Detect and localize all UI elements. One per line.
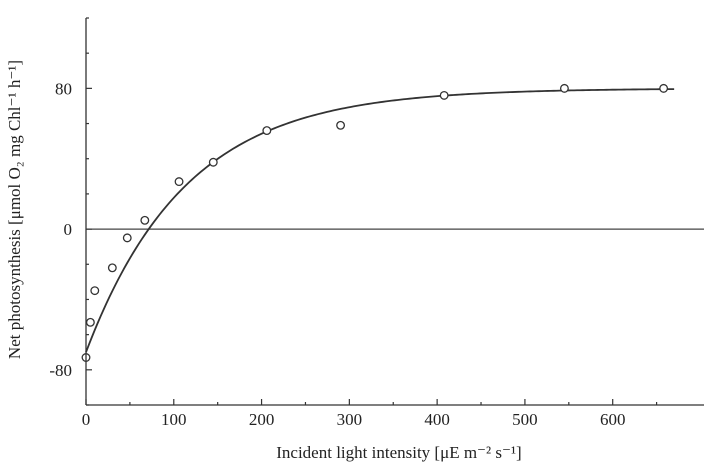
axes: 0 100 200 300 400 500 600 -80 0 80 <box>49 17 704 429</box>
data-point <box>659 83 669 93</box>
x-tick-label: 0 <box>82 410 91 429</box>
x-tick-label: 200 <box>249 410 275 429</box>
data-point <box>174 177 184 187</box>
data-points <box>81 83 669 362</box>
plot-area <box>81 83 704 362</box>
data-point <box>336 120 346 130</box>
data-point <box>262 126 272 136</box>
fitted-curve <box>85 88 675 353</box>
x-tick-label: 400 <box>424 410 450 429</box>
y-axis-title: Net photosynthesis [μmol O₂ mg Chl⁻¹ h⁻¹… <box>5 60 24 359</box>
x-axis-ticks: 0 100 200 300 400 500 600 <box>82 399 658 429</box>
data-point <box>140 215 150 225</box>
x-tick-label: 100 <box>161 410 187 429</box>
data-point <box>559 83 569 93</box>
y-tick-label: -80 <box>49 361 72 380</box>
x-tick-label: 500 <box>512 410 538 429</box>
y-tick-label: 0 <box>64 220 73 239</box>
data-point <box>208 157 218 167</box>
data-point <box>90 286 100 296</box>
data-point <box>85 317 95 327</box>
data-point <box>107 263 117 273</box>
y-axis-ticks: -80 0 80 <box>49 17 92 406</box>
data-point <box>122 233 132 243</box>
y-tick-label: 80 <box>55 79 72 98</box>
x-axis-title: Incident light intensity [μE m⁻² s⁻¹] <box>276 443 521 462</box>
x-tick-label: 600 <box>600 410 626 429</box>
x-tick-label: 300 <box>337 410 363 429</box>
data-point <box>439 90 449 100</box>
